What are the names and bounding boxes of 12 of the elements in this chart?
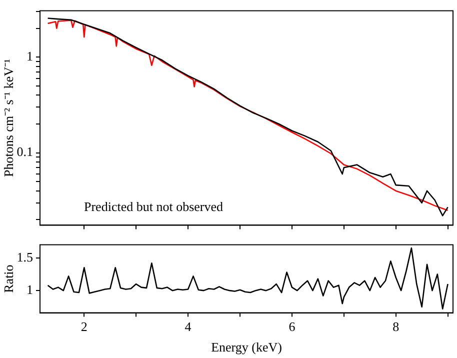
x-tick-label: 2 xyxy=(80,319,88,334)
y-tick-label: 0.1 xyxy=(16,144,33,160)
y-tick-label: 1 xyxy=(26,48,33,64)
x-axis-title: Energy (keV) xyxy=(211,340,282,355)
y-axis-title: Ratio xyxy=(1,264,16,293)
y-tick-label: 1.5 xyxy=(16,249,33,264)
x-tick-label: 6 xyxy=(288,319,296,334)
x-tick-label: 8 xyxy=(392,319,400,334)
y-tick-label: 1 xyxy=(26,282,33,297)
y-axis-title: Photons cm⁻² s⁻¹ keV⁻¹ xyxy=(1,58,16,177)
annotation: Predicted but not observed xyxy=(84,199,224,214)
x-tick-label: 4 xyxy=(184,319,192,334)
